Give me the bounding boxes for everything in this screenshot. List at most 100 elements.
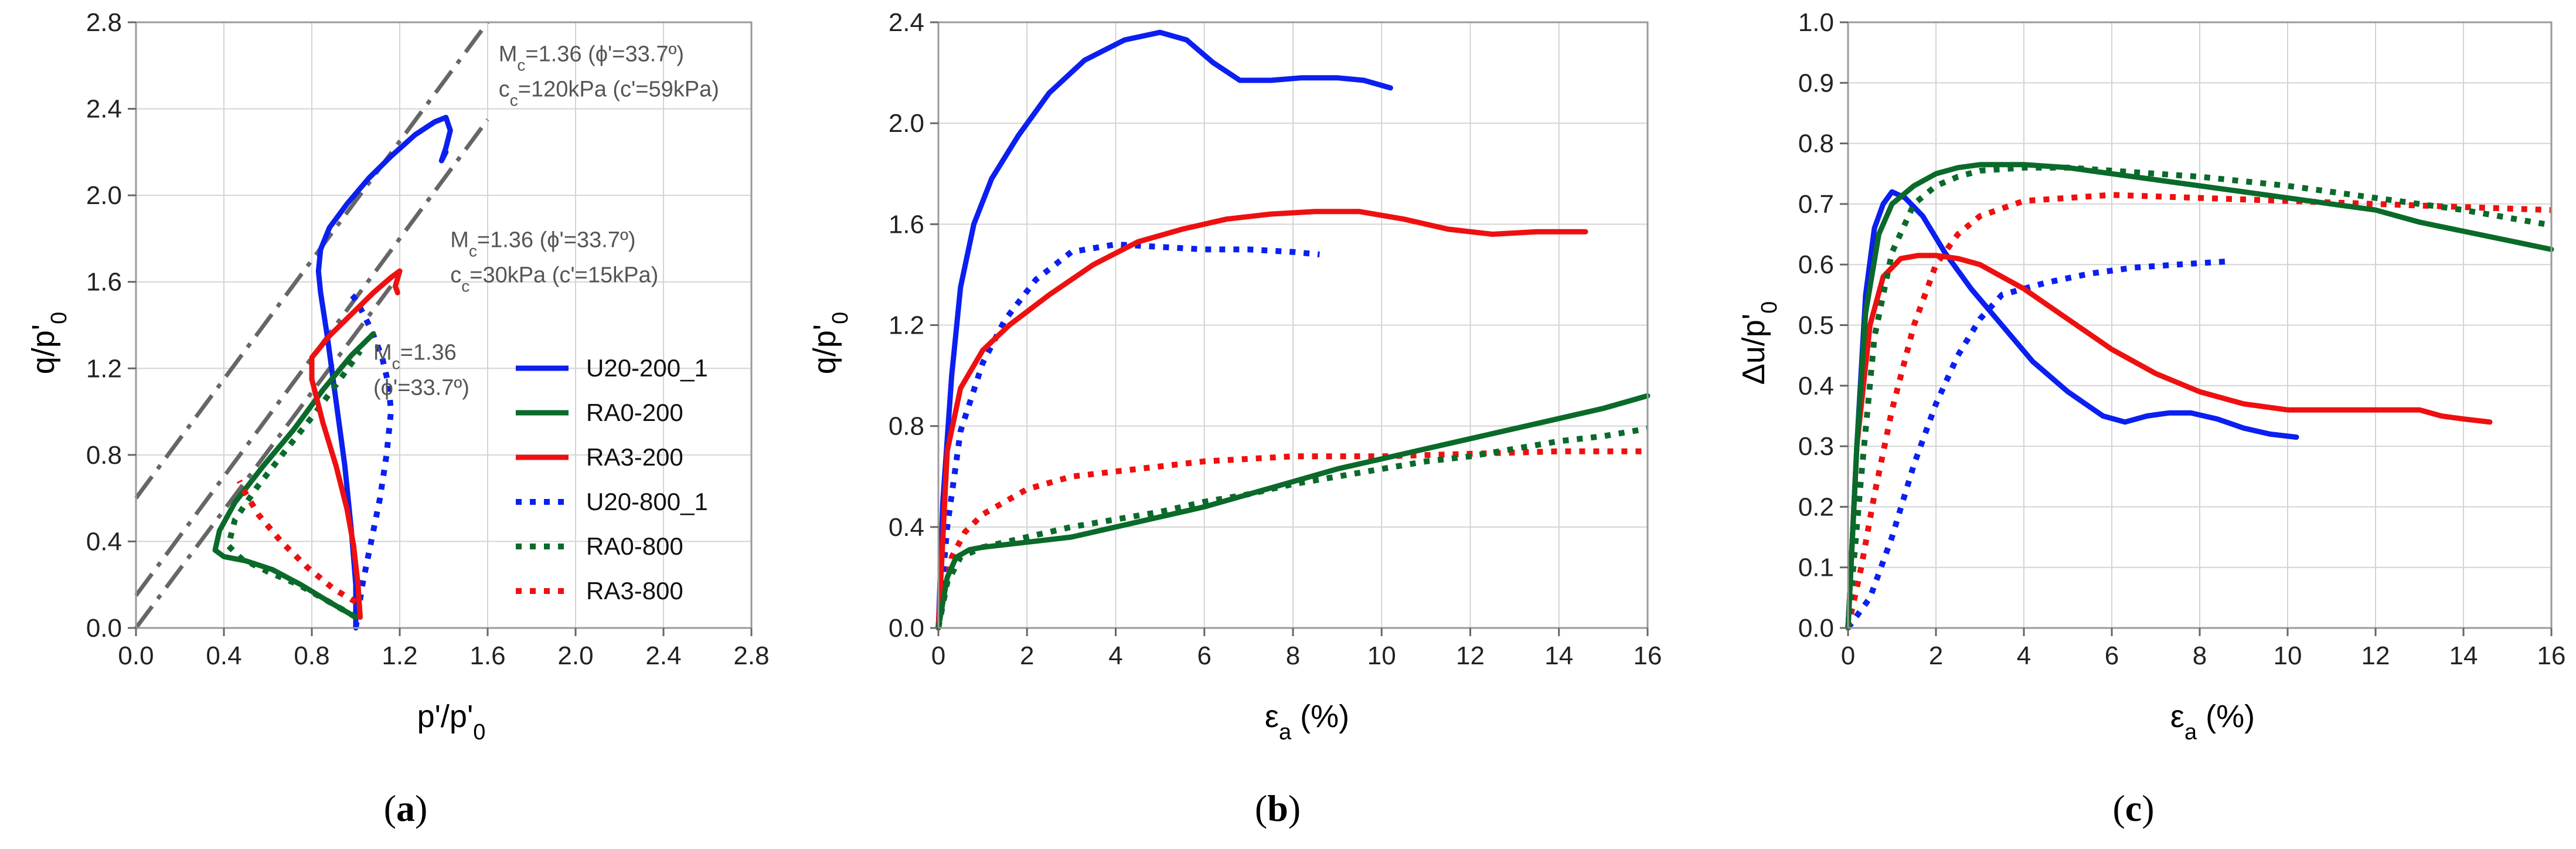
x-tick-label: 2.0 bbox=[557, 641, 593, 670]
series-lines-c bbox=[1845, 162, 2554, 631]
panel-label-a: (a) bbox=[384, 787, 428, 829]
reference-lines-a bbox=[134, 21, 489, 630]
y-tick-label: 0.5 bbox=[1798, 311, 1834, 340]
chart-panel-b: 0 2 4 6 8 10 12 14 16 0.0 0.4 0.8 1.2 1.6 2.0 2.4 εa (%… bbox=[807, 8, 1662, 829]
x-tick-label: 1.6 bbox=[469, 641, 505, 670]
y-tick-label: 1.0 bbox=[1798, 8, 1834, 37]
tick-labels-a: 0.0 0.4 0.8 1.2 1.6 2.0 2.4 2.8 0.0 0.4 0.8 1.2 1.6 2… bbox=[86, 8, 770, 670]
y-tick-label: 0.9 bbox=[1798, 69, 1834, 97]
x-tick-label: 0.0 bbox=[118, 641, 154, 670]
series-line-ra0-800 bbox=[225, 349, 363, 620]
y-tick-label: 1.6 bbox=[889, 210, 924, 239]
series-line-ra3-800 bbox=[935, 448, 1648, 629]
series-line-ra0-200 bbox=[935, 393, 1651, 631]
y-tick-label: 2.4 bbox=[889, 8, 924, 37]
x-tick-label: 4 bbox=[1108, 641, 1122, 670]
y-tick-label: 1.2 bbox=[889, 311, 924, 340]
x-tick-label: 2.8 bbox=[733, 641, 769, 670]
series-line-u20-200-1 bbox=[1845, 189, 2299, 631]
y-tick-label: 2.0 bbox=[889, 109, 924, 138]
y-tick-label: 0.2 bbox=[1798, 493, 1834, 521]
y-tick-label: 0.7 bbox=[1798, 190, 1834, 219]
x-tick-label: 0.4 bbox=[206, 641, 241, 670]
grid-lines-b bbox=[938, 22, 1648, 628]
y-tick-label: 1.6 bbox=[86, 268, 122, 297]
legend-label: RA0-800 bbox=[586, 532, 683, 560]
critical-state-line bbox=[134, 118, 489, 597]
legend-label: RA3-800 bbox=[586, 577, 683, 605]
series-line-ra3-200 bbox=[1845, 253, 2493, 631]
series-line-u20-200-1 bbox=[935, 29, 1393, 631]
y-axis-title-a: q/p'0 bbox=[26, 312, 72, 375]
legend-label: U20-200_1 bbox=[586, 354, 708, 382]
x-tick-label: 4 bbox=[2017, 641, 2031, 670]
series-line-ra0-800 bbox=[935, 426, 1648, 629]
y-tick-label: 0.8 bbox=[889, 412, 924, 441]
tick-labels-c: 0 2 4 6 8 10 12 14 16 0.0 0.1 0.2 0.3 0.4 0.5 0.6 0.7 0.8… bbox=[1798, 8, 2566, 670]
series-line-ra0-800 bbox=[1845, 164, 2552, 629]
x-axis-title-a: p'/p'0 bbox=[417, 699, 486, 745]
x-tick-label: 0 bbox=[931, 641, 945, 670]
y-tick-label: 0.8 bbox=[1798, 130, 1834, 158]
series-line-u20-200-1 bbox=[315, 114, 453, 631]
annotation-critical-state-1-line2: cc=120kPa (c'=59kPa) bbox=[499, 77, 719, 109]
annotation-critical-state-1-line1: Mc=1.36 (ϕ'=33.7º) bbox=[499, 42, 684, 74]
x-tick-label: 2 bbox=[1020, 641, 1034, 670]
x-tick-label: 6 bbox=[1197, 641, 1212, 670]
y-tick-label: 0.0 bbox=[86, 614, 122, 643]
legend-label: RA0-200 bbox=[586, 399, 683, 426]
x-tick-label: 1.2 bbox=[382, 641, 417, 670]
chart-panel-a: 0.0 0.4 0.8 1.2 1.6 2.0 2.4 2.8 0.0 0.4 0.8 1.2 1.6 2… bbox=[26, 8, 770, 829]
x-axis-title-b: εa (%) bbox=[1265, 699, 1349, 745]
grid-lines-c bbox=[1848, 22, 2551, 628]
y-tick-label: 0.4 bbox=[889, 513, 924, 542]
x-tick-label: 2 bbox=[1929, 641, 1943, 670]
y-tick-label: 1.2 bbox=[86, 354, 122, 383]
legend-label: RA3-200 bbox=[586, 443, 683, 471]
series-line-ra0-200 bbox=[212, 331, 376, 620]
series-lines-a bbox=[212, 114, 453, 631]
annotation-critical-state-3-line2: (ϕ'=33.7º) bbox=[373, 376, 469, 400]
x-tick-label: 12 bbox=[1456, 641, 1485, 670]
x-tick-label: 12 bbox=[2361, 641, 2390, 670]
annotation-critical-state-2-line2: cc=30kPa (c'=15kPa) bbox=[450, 263, 658, 296]
x-tick-label: 6 bbox=[2105, 641, 2119, 670]
legend: U20-200_1 RA0-200 RA3-200 U20-800_1 RA0-800 R… bbox=[516, 354, 708, 605]
y-tick-label: 0.3 bbox=[1798, 432, 1834, 461]
x-tick-label: 14 bbox=[2449, 641, 2478, 670]
y-tick-label: 0.8 bbox=[86, 441, 122, 470]
series-line-ra0-200 bbox=[1845, 162, 2554, 631]
x-tick-label: 8 bbox=[1286, 641, 1300, 670]
critical-state-line bbox=[134, 21, 489, 500]
annotation-critical-state-2-line1: Mc=1.36 (ϕ'=33.7º) bbox=[450, 228, 635, 260]
y-tick-label: 2.8 bbox=[86, 8, 122, 37]
series-line-ra3-800 bbox=[236, 479, 358, 605]
x-tick-label: 16 bbox=[1634, 641, 1662, 670]
y-tick-label: 0.0 bbox=[889, 614, 924, 643]
chart-panel-c: 0 2 4 6 8 10 12 14 16 0.0 0.1 0.2 0.3 0.4 0.5 0.6 0.7 0.8… bbox=[1736, 8, 2565, 829]
tick-labels-b: 0 2 4 6 8 10 12 14 16 0.0 0.4 0.8 1.2 1.6 2.0 2.4 bbox=[889, 8, 1662, 670]
panel-label-c: (c) bbox=[2112, 787, 2154, 829]
x-tick-label: 14 bbox=[1544, 641, 1573, 670]
x-tick-label: 0.8 bbox=[294, 641, 329, 670]
series-line-u20-800-1 bbox=[935, 241, 1320, 629]
y-axis-title-c: Δu/p'0 bbox=[1736, 301, 1782, 385]
panel-label-b: (b) bbox=[1255, 787, 1301, 829]
y-tick-label: 0.1 bbox=[1798, 553, 1834, 582]
y-tick-label: 2.4 bbox=[86, 95, 122, 124]
series-line-ra3-200 bbox=[935, 209, 1588, 631]
series-line-u20-800-1 bbox=[1845, 259, 2227, 630]
x-tick-label: 10 bbox=[1367, 641, 1396, 670]
series-lines-b bbox=[935, 29, 1651, 631]
y-tick-label: 0.0 bbox=[1798, 614, 1834, 643]
y-tick-label: 2.0 bbox=[86, 181, 122, 210]
plot-frame-a bbox=[135, 21, 753, 629]
x-tick-label: 0 bbox=[1841, 641, 1855, 670]
series-line-ra3-200 bbox=[309, 268, 403, 620]
x-tick-label: 10 bbox=[2274, 641, 2302, 670]
y-tick-label: 0.4 bbox=[1798, 372, 1834, 400]
y-tick-label: 0.6 bbox=[1798, 250, 1834, 279]
x-tick-label: 16 bbox=[2537, 641, 2566, 670]
grid-lines-a bbox=[136, 22, 751, 628]
